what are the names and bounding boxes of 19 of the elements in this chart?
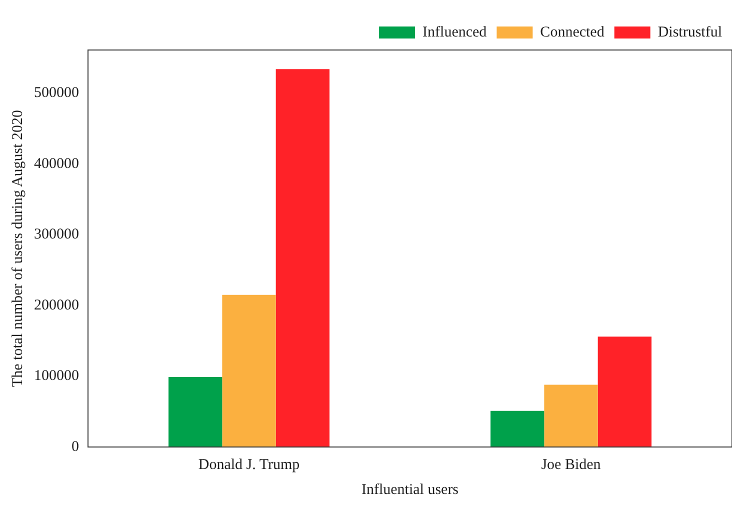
bar — [222, 294, 276, 447]
y-tick-label: 200000 — [34, 297, 79, 314]
bar — [168, 376, 222, 447]
legend-label: Influenced — [422, 24, 488, 40]
legend-label: Distrustful — [658, 24, 722, 40]
y-tick-label: 0 — [72, 438, 79, 455]
x-tick-label: Donald J. Trump — [198, 456, 300, 473]
y-axis-title: The total number of users during August 2020 — [10, 110, 26, 388]
y-tick-label: 400000 — [34, 156, 79, 172]
y-tick-label: 500000 — [34, 85, 79, 102]
x-tick-label: Joe Biden — [541, 456, 602, 473]
bar — [544, 384, 598, 447]
y-tick-label: 100000 — [34, 368, 79, 384]
y-tick-label: 300000 — [34, 226, 79, 243]
bar — [490, 410, 544, 447]
bar — [598, 336, 652, 447]
legend-label: Connected — [540, 24, 605, 40]
bar — [276, 69, 330, 447]
x-axis-title: Influential users — [361, 482, 459, 498]
